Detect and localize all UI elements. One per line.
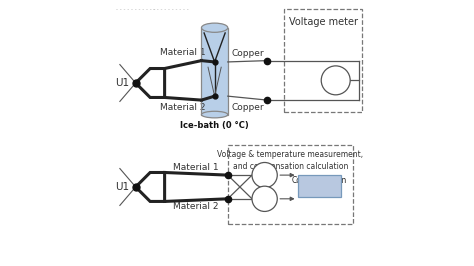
Ellipse shape: [201, 23, 228, 32]
Text: U1: U1: [115, 78, 129, 88]
Text: Material 1: Material 1: [160, 48, 206, 57]
Circle shape: [252, 163, 277, 188]
FancyBboxPatch shape: [298, 175, 341, 197]
Text: U1: U1: [115, 182, 129, 192]
Text: Voltage meter: Voltage meter: [289, 17, 358, 27]
Text: Ice-bath (0 °C): Ice-bath (0 °C): [180, 120, 249, 130]
Text: Copper: Copper: [231, 49, 264, 58]
Text: V: V: [332, 75, 339, 85]
Text: Material 2: Material 2: [173, 202, 219, 211]
Text: V: V: [261, 170, 268, 180]
Text: Material 1: Material 1: [173, 163, 219, 172]
Bar: [228, 145, 353, 224]
Text: T: T: [261, 194, 268, 204]
Circle shape: [321, 66, 350, 95]
Circle shape: [252, 186, 277, 211]
Text: Voltage & temperature measurement,
and compensation calculation: Voltage & temperature measurement, and c…: [217, 150, 364, 171]
Text: Compensation
calculation: Compensation calculation: [292, 176, 347, 197]
Polygon shape: [201, 28, 228, 115]
Text: Copper: Copper: [231, 103, 264, 112]
Text: - - - - - - - - - -: - - - - - - - - - -: [153, 7, 189, 12]
Bar: [284, 9, 362, 112]
Text: Material 2: Material 2: [160, 103, 206, 113]
Text: - - - - - - - - - - -: - - - - - - - - - - -: [116, 7, 155, 12]
Ellipse shape: [201, 111, 228, 118]
